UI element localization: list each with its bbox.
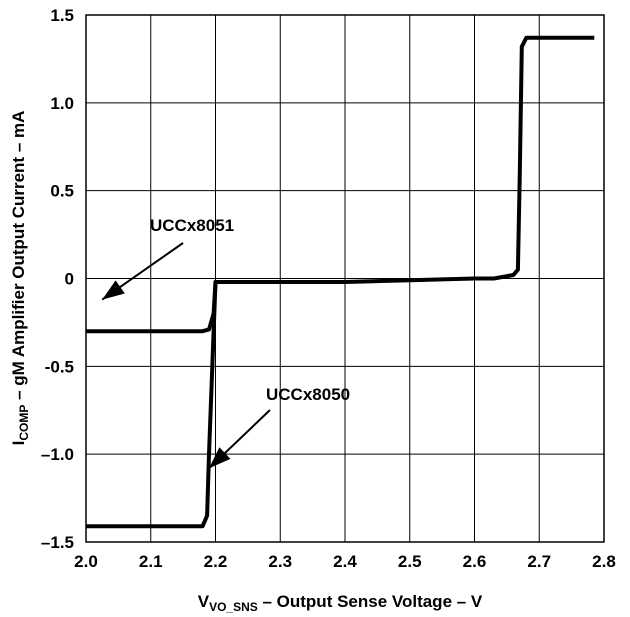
x-axis-label-sub: VO_SNS xyxy=(209,600,258,614)
x-axis-label-rest: – Output Sense Voltage – V xyxy=(258,592,483,611)
x-tick-label: 2.2 xyxy=(204,552,228,571)
series-line-uccx8050 xyxy=(86,280,281,529)
x-tick-label: 2.3 xyxy=(268,552,292,571)
x-tick-label: 2.1 xyxy=(139,552,163,571)
annotation-uccx8051-arrowhead xyxy=(102,280,125,300)
annotation-uccx8050-arrowhead xyxy=(209,447,231,469)
x-axis-label: VVO_SNS – Output Sense Voltage – V xyxy=(198,592,483,614)
x-tick-label: 2.8 xyxy=(592,552,616,571)
y-tick-label: -0.5 xyxy=(45,357,74,376)
annotation-uccx8051: UCCx8051 xyxy=(101,216,234,301)
x-tick-label: 2.0 xyxy=(74,552,98,571)
x-tick-label: 2.6 xyxy=(463,552,487,571)
y-tick-label: 0.5 xyxy=(50,182,74,201)
y-tick-label: –1.5 xyxy=(41,533,74,552)
x-tick-label: 2.4 xyxy=(333,552,357,571)
y-axis-label-rest: – gM Amplifier Output Current – mA xyxy=(9,111,28,405)
y-tick-label: 1.5 xyxy=(50,6,74,25)
y-tick-label: 0 xyxy=(65,270,74,289)
y-axis-label-sub: COMP xyxy=(17,405,31,441)
x-axis-label-main: V xyxy=(198,592,210,611)
annotation-uccx8050-label: UCCx8050 xyxy=(266,385,350,404)
series-lines xyxy=(86,35,595,529)
x-tick-label: 2.7 xyxy=(527,552,551,571)
x-tick-labels: 2.0 2.1 2.2 2.3 2.4 2.5 2.6 2.7 2.8 xyxy=(74,552,616,571)
annotation-uccx8051-label: UCCx8051 xyxy=(150,216,234,235)
y-axis-label-main: I xyxy=(9,441,28,446)
grid xyxy=(85,14,605,543)
y-tick-label: 1.0 xyxy=(50,94,74,113)
y-tick-labels: 1.5 1.0 0.5 0 -0.5 –1.0 –1.5 xyxy=(41,6,74,552)
annotation-uccx8050: UCCx8050 xyxy=(208,385,350,469)
series-line-uccx8051 xyxy=(86,35,595,334)
y-axis-label: ICOMP – gM Amplifier Output Current – mA xyxy=(9,111,31,446)
x-tick-label: 2.5 xyxy=(398,552,422,571)
plot-frame xyxy=(85,14,605,543)
y-tick-label: –1.0 xyxy=(41,445,74,464)
